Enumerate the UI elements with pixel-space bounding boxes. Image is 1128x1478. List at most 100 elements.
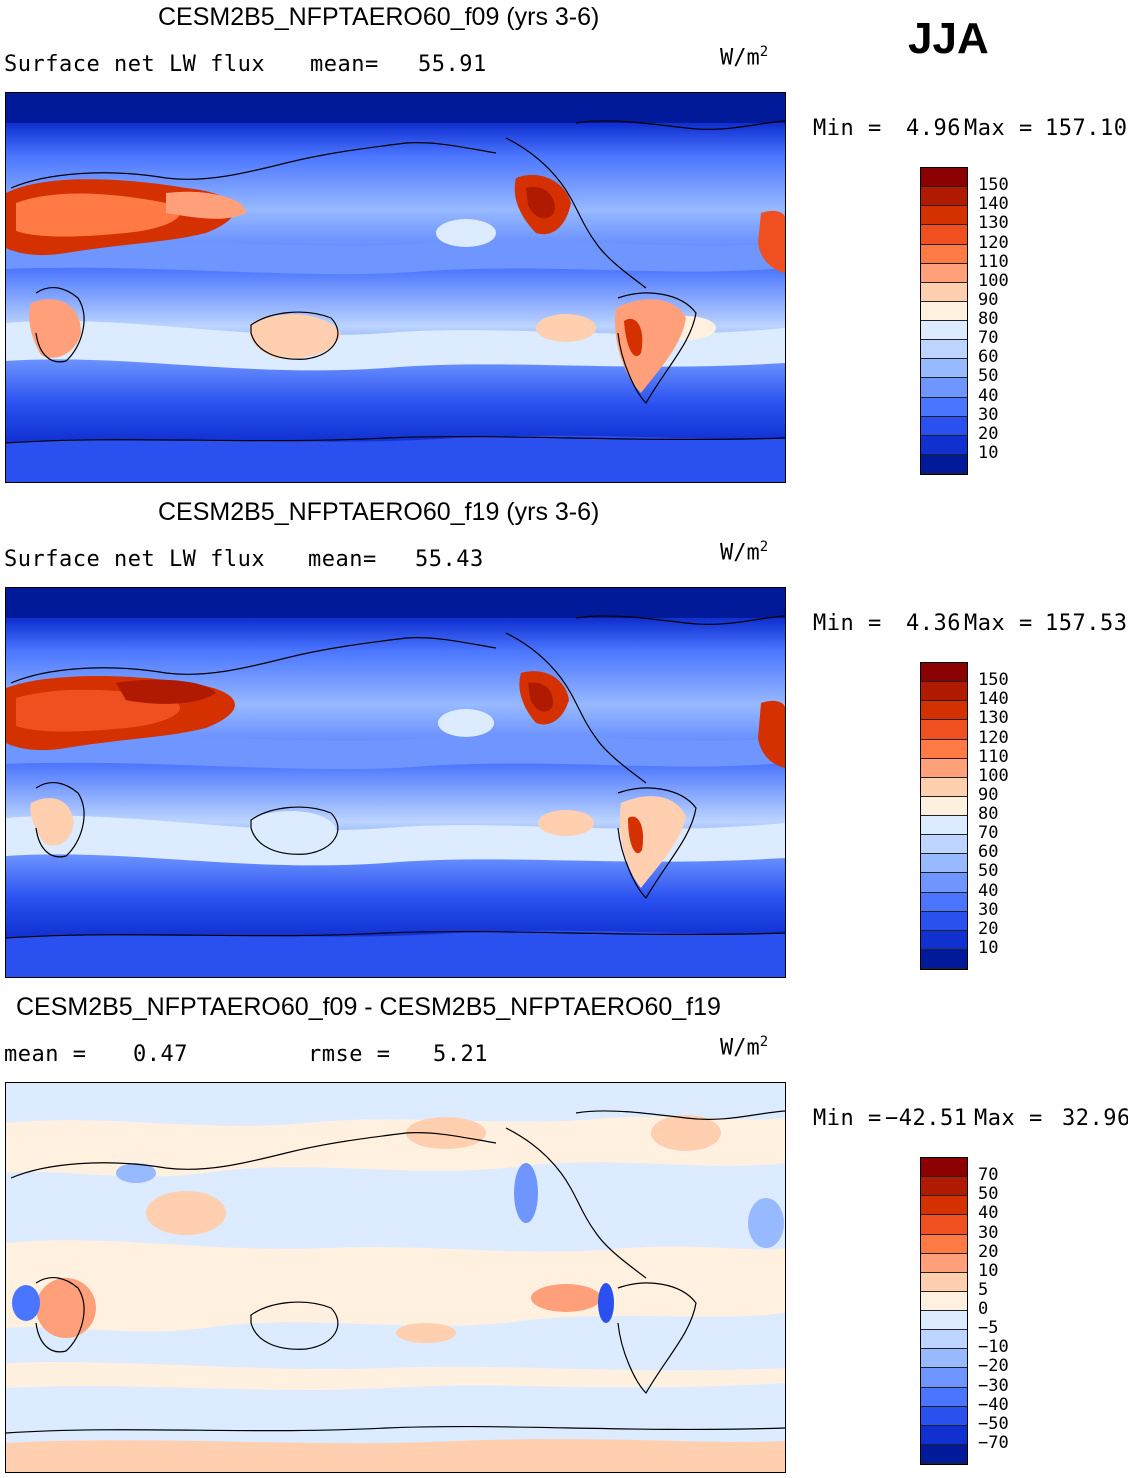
colorbar-tick-label: 30: [978, 404, 999, 425]
colorbar-segment: [921, 1215, 967, 1235]
colorbar-tick-label: 50: [978, 366, 999, 387]
panel-3-colorbar-labels: 70 50 40 30 20 10 5 0 −5 −10 −20 −30 −40 −50 −70: [978, 1157, 1038, 1463]
colorbar-tick-label: 40: [978, 385, 999, 406]
panel-3-min-value: −42.51: [885, 1106, 968, 1131]
colorbar-segment: [921, 1406, 967, 1426]
colorbar-segment: [921, 1311, 967, 1331]
colorbar-segment: [921, 949, 967, 969]
colorbar-segment: [921, 1425, 967, 1445]
colorbar-tick-label: 20: [978, 918, 999, 939]
colorbar-tick-label: 5: [978, 1279, 989, 1300]
colorbar-segment: [921, 1196, 967, 1216]
colorbar-segment: [921, 1387, 967, 1407]
panel-3-title: CESM2B5_NFPTAERO60_f09 - CESM2B5_NFPTAER…: [16, 993, 721, 1021]
colorbar-segment: [921, 873, 967, 893]
panel-2-map: [5, 587, 786, 978]
colorbar-segment: [921, 739, 967, 759]
colorbar-segment: [921, 835, 967, 855]
colorbar-tick-label: −70: [978, 1432, 1009, 1453]
colorbar-tick-label: 60: [978, 347, 999, 368]
colorbar-segment: [921, 1444, 967, 1464]
colorbar-segment: [921, 454, 967, 474]
colorbar-tick-label: −10: [978, 1337, 1009, 1358]
panel-1-map: [5, 92, 786, 483]
colorbar-tick-label: 80: [978, 309, 999, 329]
panel-1-map-svg: [6, 93, 785, 482]
panel-1-title: CESM2B5_NFPTAERO60_f09 (yrs 3-6): [158, 3, 600, 31]
colorbar-tick-label: 20: [978, 1241, 999, 1262]
panel-2-colorbar-labels: 150 140 130 120 110 100 90 80 70 60 50 40 30 20 10: [978, 662, 1038, 968]
panel-2-variable-label: Surface net LW flux: [4, 547, 266, 572]
colorbar-segment: [921, 720, 967, 740]
panel-3-max-label: Max =: [974, 1106, 1043, 1131]
colorbar-tick-label: −30: [978, 1375, 1009, 1396]
colorbar-tick-label: 130: [978, 213, 1009, 234]
colorbar-tick-label: 50: [978, 861, 999, 882]
panel-3-mean-label: mean =: [4, 1042, 87, 1067]
colorbar-segment: [921, 930, 967, 950]
colorbar-tick-label: −40: [978, 1394, 1009, 1415]
colorbar-tick-label: 20: [978, 423, 999, 444]
season-label: JJA: [908, 14, 989, 63]
panel-3-units: W/m2: [720, 1034, 769, 1061]
panel-2-max-label: Max =: [964, 611, 1033, 636]
colorbar-tick-label: 70: [978, 823, 999, 844]
colorbar-segment: [921, 892, 967, 912]
colorbar-tick-label: 70: [978, 1165, 999, 1186]
colorbar-segment: [921, 796, 967, 816]
colorbar-segment: [921, 340, 967, 360]
colorbar-tick-label: −5: [978, 1318, 999, 1339]
panel-1-mean-value: 55.91: [418, 52, 487, 77]
colorbar-segment: [921, 1177, 967, 1197]
colorbar-segment: [921, 663, 967, 683]
colorbar-segment: [921, 1272, 967, 1292]
colorbar-tick-label: 10: [978, 1260, 999, 1281]
colorbar-segment: [921, 1368, 967, 1388]
panel-2-min-value: 4.36: [906, 611, 961, 636]
panel-3-map: [5, 1082, 786, 1473]
colorbar-segment: [921, 1234, 967, 1254]
panel-3-min-label: Min =: [813, 1106, 882, 1131]
colorbar-tick-label: 140: [978, 689, 1009, 710]
panel-2-colorbar: [920, 662, 968, 970]
panel-2-mean-label: mean=: [308, 547, 377, 572]
colorbar-segment: [921, 378, 967, 398]
colorbar-tick-label: 40: [978, 880, 999, 901]
colorbar-tick-label: 60: [978, 842, 999, 863]
colorbar-segment: [921, 301, 967, 321]
colorbar-segment: [921, 1253, 967, 1273]
colorbar-segment: [921, 758, 967, 778]
panel-1-colorbar: [920, 167, 968, 475]
panel-3-max-value: 32.96: [1062, 1106, 1128, 1131]
panel-3-mean-value: 0.47: [133, 1042, 188, 1067]
colorbar-tick-label: 30: [978, 1222, 999, 1243]
colorbar-tick-label: 10: [978, 937, 999, 958]
colorbar-segment: [921, 816, 967, 836]
colorbar-tick-label: 100: [978, 270, 1009, 291]
colorbar-tick-label: 110: [978, 251, 1009, 272]
panel-2-units: W/m2: [720, 539, 769, 566]
colorbar-segment: [921, 1330, 967, 1350]
panel-1-mean-label: mean=: [310, 52, 379, 77]
colorbar-segment: [921, 911, 967, 931]
colorbar-segment: [921, 359, 967, 379]
colorbar-segment: [921, 206, 967, 226]
colorbar-tick-label: 10: [978, 442, 999, 463]
colorbar-tick-label: 50: [978, 1184, 999, 1205]
panel-3-colorbar: [920, 1157, 968, 1465]
colorbar-tick-label: 150: [978, 670, 1009, 691]
colorbar-tick-label: 150: [978, 175, 1009, 196]
panel-2-title: CESM2B5_NFPTAERO60_f19 (yrs 3-6): [158, 498, 600, 526]
colorbar-tick-label: 80: [978, 804, 999, 824]
colorbar-segment: [921, 701, 967, 721]
colorbar-tick-label: 40: [978, 1203, 999, 1224]
panel-2-mean-value: 55.43: [415, 547, 484, 572]
colorbar-tick-label: 30: [978, 899, 999, 920]
colorbar-tick-label: 0: [978, 1299, 989, 1319]
colorbar-segment: [921, 435, 967, 455]
colorbar-segment: [921, 397, 967, 417]
panel-3-rmse-value: 5.21: [433, 1042, 488, 1067]
colorbar-segment: [921, 282, 967, 302]
colorbar-tick-label: 90: [978, 289, 999, 310]
panel-1-min-label: Min =: [813, 116, 882, 141]
